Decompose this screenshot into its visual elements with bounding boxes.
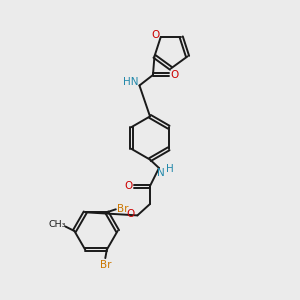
Text: Br: Br [100,260,111,270]
Text: N: N [157,168,164,178]
Text: HN: HN [123,77,139,88]
Text: H: H [166,164,173,175]
Text: O: O [152,30,160,40]
Text: O: O [124,181,133,191]
Text: O: O [127,209,135,219]
Text: O: O [170,70,179,80]
Text: Br: Br [117,204,128,214]
Text: CH₃: CH₃ [48,220,66,229]
